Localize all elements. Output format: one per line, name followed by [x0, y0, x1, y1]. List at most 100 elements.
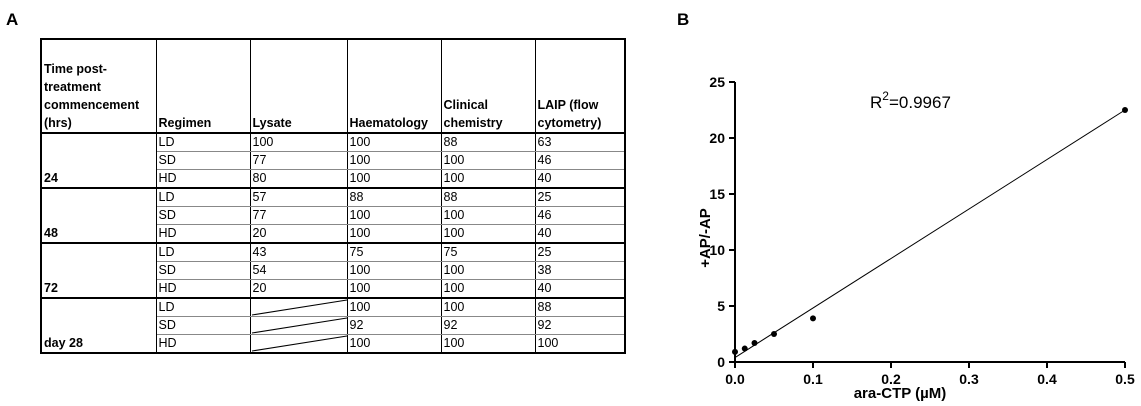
cell-chem: 100: [440, 261, 536, 280]
cell-laip: 88: [534, 297, 626, 317]
cell-haem: 100: [346, 206, 442, 225]
cell-haem: 88: [346, 187, 442, 207]
cell-lysate: 80: [249, 169, 348, 189]
table-row: HD 100 100 100: [41, 334, 626, 354]
cell-haem: 100: [346, 151, 442, 170]
fit-line: [734, 109, 1126, 358]
cell-laip: 38: [534, 261, 626, 280]
cell-chem: 100: [440, 297, 536, 317]
data-point: [771, 331, 777, 337]
cell-lysate: 100: [249, 132, 348, 152]
cell-laip: 92: [534, 316, 626, 335]
y-tick-label: 25: [709, 74, 725, 90]
table-row: 24 LD 100 100 88 63: [40, 132, 626, 189]
x-tick-label: 0.1: [803, 371, 823, 387]
cell-laip: 25: [534, 187, 626, 207]
r-squared-annotation: R2=0.9967: [870, 89, 951, 112]
cell-laip: 40: [534, 224, 626, 244]
cell-chem: 100: [440, 206, 536, 225]
cell-lysate: 77: [249, 151, 348, 170]
cell-lysate: [249, 316, 348, 335]
cell-laip: 25: [534, 242, 626, 262]
table-header-row: Time post-treatment commencement (hrs) R…: [40, 38, 626, 134]
x-axis-title: ara-CTP (µM): [854, 385, 947, 402]
cell-lysate: 54: [249, 261, 348, 280]
panel-b-label: B: [677, 10, 690, 29]
cell-chem: 75: [440, 242, 536, 262]
cell-chem: 100: [440, 334, 536, 354]
data-point: [810, 315, 816, 322]
x-tick-label: 0.0: [725, 371, 745, 387]
not-applicable-slash: [251, 335, 347, 352]
table-row: HD 20 100 100 40: [41, 224, 626, 244]
data-point: [741, 345, 748, 352]
x-tick-label: 0.5: [1115, 371, 1135, 387]
cell-chem: 100: [440, 169, 536, 189]
time-cell: 24: [40, 132, 157, 189]
cell-haem: 100: [346, 297, 442, 317]
cell-chem: 88: [440, 132, 536, 152]
time-cell: day 28: [40, 297, 157, 354]
cell-laip: 46: [534, 206, 626, 225]
cell-chem: 88: [440, 187, 536, 207]
cell-lysate: [249, 334, 348, 354]
table-row: SD 54 100 100 38: [41, 261, 626, 280]
cell-haem: 100: [346, 261, 442, 280]
cell-regimen: SD: [155, 316, 251, 335]
cell-laip: 40: [534, 169, 626, 189]
cell-regimen: HD: [155, 224, 251, 244]
scatter-chart: 0 5 10 15 20 25 0.0 0.1 0.2 0.3 0.4 0.5 R2=0.9967 +…: [697, 74, 1135, 402]
cell-regimen: SD: [155, 206, 251, 225]
cell-regimen: HD: [155, 334, 251, 354]
y-axis-title: +AP/-AP: [697, 208, 714, 268]
cell-lysate: 57: [249, 187, 348, 207]
table-row: 48 LD 57 88 88 25: [40, 187, 626, 244]
y-tick-label: 15: [709, 186, 725, 202]
header-time: Time post-treatment commencement (hrs): [40, 38, 157, 134]
cell-lysate: 20: [249, 224, 348, 244]
cell-lysate: 43: [249, 242, 348, 262]
cell-laip: 63: [534, 132, 626, 152]
cell-haem: 100: [346, 132, 442, 152]
table-row: SD 92 92 92: [41, 316, 626, 335]
header-regimen: Regimen: [155, 38, 251, 134]
data-point: [751, 339, 758, 346]
cell-regimen: HD: [155, 279, 251, 299]
cell-chem: 100: [440, 151, 536, 170]
table-row: 72 LD 43 75 75 25: [40, 242, 626, 299]
table-row: day 28 LD 100 100 88: [40, 297, 626, 354]
not-applicable-slash: [251, 299, 347, 316]
panel-a-label: A: [6, 10, 19, 29]
data-point: [1122, 107, 1128, 113]
cell-laip: 46: [534, 151, 626, 170]
cell-regimen: LD: [155, 132, 251, 152]
cell-chem: 92: [440, 316, 536, 335]
header-laip: LAIP (flow cytometry): [534, 38, 626, 134]
cell-chem: 100: [440, 224, 536, 244]
cell-regimen: LD: [155, 187, 251, 207]
table-row: SD 77 100 100 46: [41, 151, 626, 170]
y-tick-label: 5: [717, 298, 725, 314]
cell-lysate: 77: [249, 206, 348, 225]
x-tick-label: 0.2: [881, 371, 901, 387]
cell-regimen: SD: [155, 151, 251, 170]
cell-haem: 75: [346, 242, 442, 262]
time-cell: 48: [40, 187, 157, 244]
y-tick-label: 0: [717, 354, 725, 370]
results-table: Time post-treatment commencement (hrs) R…: [40, 38, 626, 354]
cell-haem: 100: [346, 224, 442, 244]
time-cell: 72: [40, 242, 157, 299]
cell-laip: 40: [534, 279, 626, 299]
cell-haem: 100: [346, 169, 442, 189]
not-applicable-slash: [251, 317, 347, 334]
x-tick-label: 0.4: [1037, 371, 1057, 387]
cell-haem: 100: [346, 334, 442, 354]
cell-haem: 92: [346, 316, 442, 335]
y-tick-label: 20: [709, 130, 725, 146]
header-haematology: Haematology: [346, 38, 442, 134]
y-tick-label: 10: [709, 242, 725, 258]
cell-regimen: LD: [155, 297, 251, 317]
table-row: SD 77 100 100 46: [41, 206, 626, 225]
cell-regimen: HD: [155, 169, 251, 189]
data-point: [732, 348, 738, 355]
